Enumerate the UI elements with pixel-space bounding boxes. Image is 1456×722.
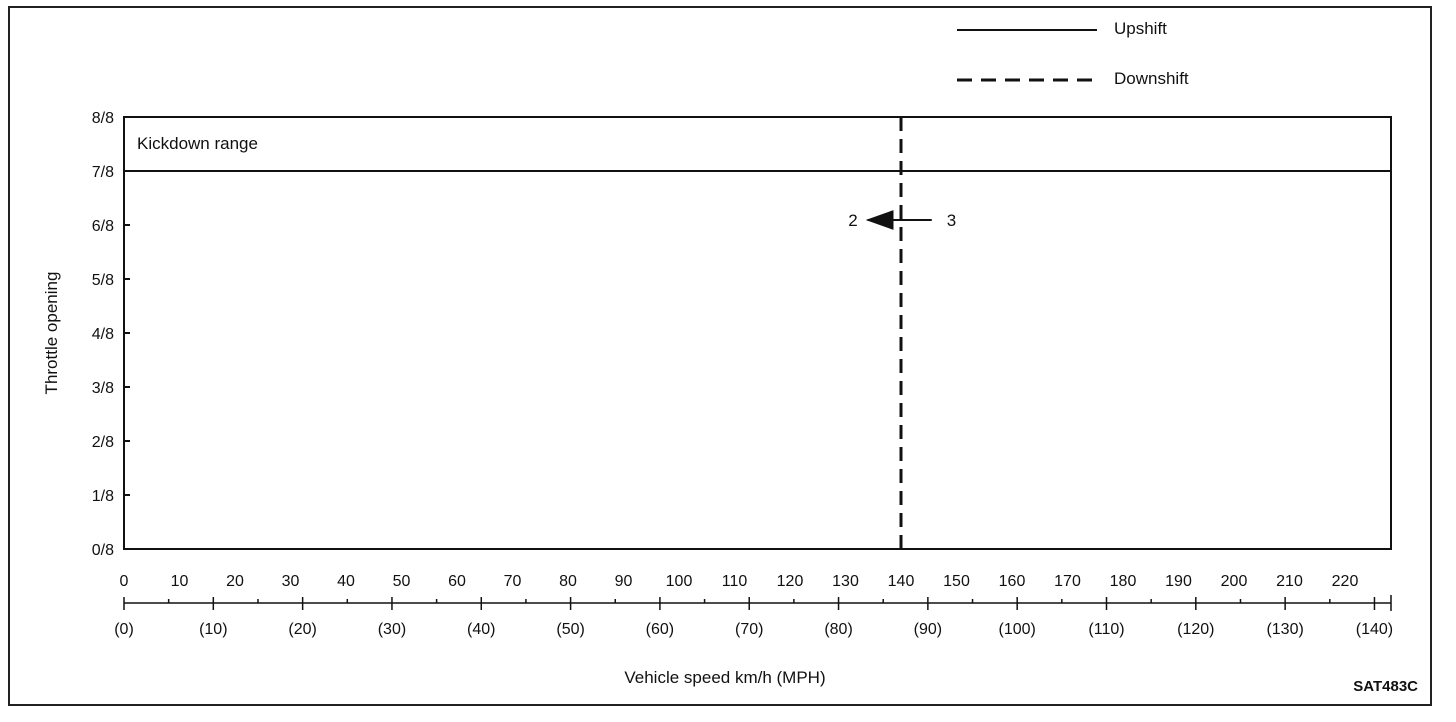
x-tick-label-mph: (130) [1266, 621, 1303, 638]
x-tick-label-kmh: 180 [1110, 573, 1137, 590]
x-tick-label-kmh: 70 [504, 573, 522, 590]
y-tick-label: 1/8 [92, 488, 114, 505]
x-tick-label-kmh: 220 [1332, 573, 1359, 590]
x-tick-label-mph: (30) [378, 621, 406, 638]
x-tick-label-mph: (70) [735, 621, 763, 638]
x-tick-label-kmh: 30 [282, 573, 300, 590]
x-tick-label-kmh: 50 [393, 573, 411, 590]
axis-ticks: 0/8 1/8 2/8 3/8 4/8 5/8 6/8 7/8 8/8 0 10 20 30 40 50 60… [92, 110, 1393, 638]
x-tick-label-mph: (50) [556, 621, 584, 638]
x-tick-label-mph: (0) [114, 621, 134, 638]
y-tick-label: 3/8 [92, 380, 114, 397]
y-tick-label: 0/8 [92, 542, 114, 559]
plot-area [123, 116, 1392, 550]
x-tick-label-mph: (10) [199, 621, 227, 638]
x-tick-label-mph: (120) [1177, 621, 1214, 638]
x-tick-label-mph: (140) [1356, 621, 1393, 638]
x-tick-label-mph: (110) [1088, 621, 1124, 638]
x-tick-label-kmh: 210 [1276, 573, 1303, 590]
y-tick-label: 2/8 [92, 434, 114, 451]
arrow-to-gear-label: 2 [848, 211, 857, 230]
x-tick-label-kmh: 90 [615, 573, 633, 590]
x-tick-label-kmh: 0 [120, 573, 129, 590]
x-tick-label-mph: (100) [999, 621, 1036, 638]
figure-code: SAT483C [1353, 678, 1418, 695]
x-tick-label-kmh: 150 [943, 573, 970, 590]
x-tick-label-kmh: 100 [666, 573, 693, 590]
x-tick-label-kmh: 140 [888, 573, 915, 590]
figure-frame [8, 6, 1432, 706]
y-axis-label: Throttle opening [42, 272, 61, 395]
x-tick-label-mph: (80) [824, 621, 852, 638]
legend: Upshift Downshift [957, 19, 1189, 88]
y-tick-label: 8/8 [92, 110, 114, 127]
y-tick-label: 7/8 [92, 164, 114, 181]
arrow-from-gear-label: 3 [947, 211, 956, 230]
x-tick-label-mph: (60) [646, 621, 674, 638]
legend-upshift-label: Upshift [1114, 19, 1167, 38]
x-tick-label-kmh: 40 [337, 573, 355, 590]
x-tick-label-kmh: 120 [777, 573, 804, 590]
x-tick-label-mph: (40) [467, 621, 495, 638]
x-tick-label-kmh: 20 [226, 573, 244, 590]
y-tick-label: 4/8 [92, 326, 114, 343]
x-tick-label-mph: (20) [288, 621, 316, 638]
shift-annotation: 32 [848, 210, 956, 230]
x-tick-label-kmh: 200 [1221, 573, 1248, 590]
kickdown-range-label: Kickdown range [137, 134, 258, 153]
x-tick-label-kmh: 170 [1054, 573, 1081, 590]
x-axis-label: Vehicle speed km/h (MPH) [624, 668, 825, 687]
y-tick-label: 5/8 [92, 272, 114, 289]
legend-downshift-label: Downshift [1114, 69, 1189, 88]
x-tick-label-mph: (90) [914, 621, 942, 638]
x-tick-label-kmh: 160 [999, 573, 1026, 590]
x-tick-label-kmh: 110 [722, 573, 748, 590]
x-tick-label-kmh: 130 [832, 573, 859, 590]
x-tick-label-kmh: 10 [171, 573, 189, 590]
x-tick-label-kmh: 80 [559, 573, 577, 590]
x-tick-label-kmh: 60 [448, 573, 466, 590]
y-tick-label: 6/8 [92, 218, 114, 235]
x-tick-label-kmh: 190 [1165, 573, 1192, 590]
